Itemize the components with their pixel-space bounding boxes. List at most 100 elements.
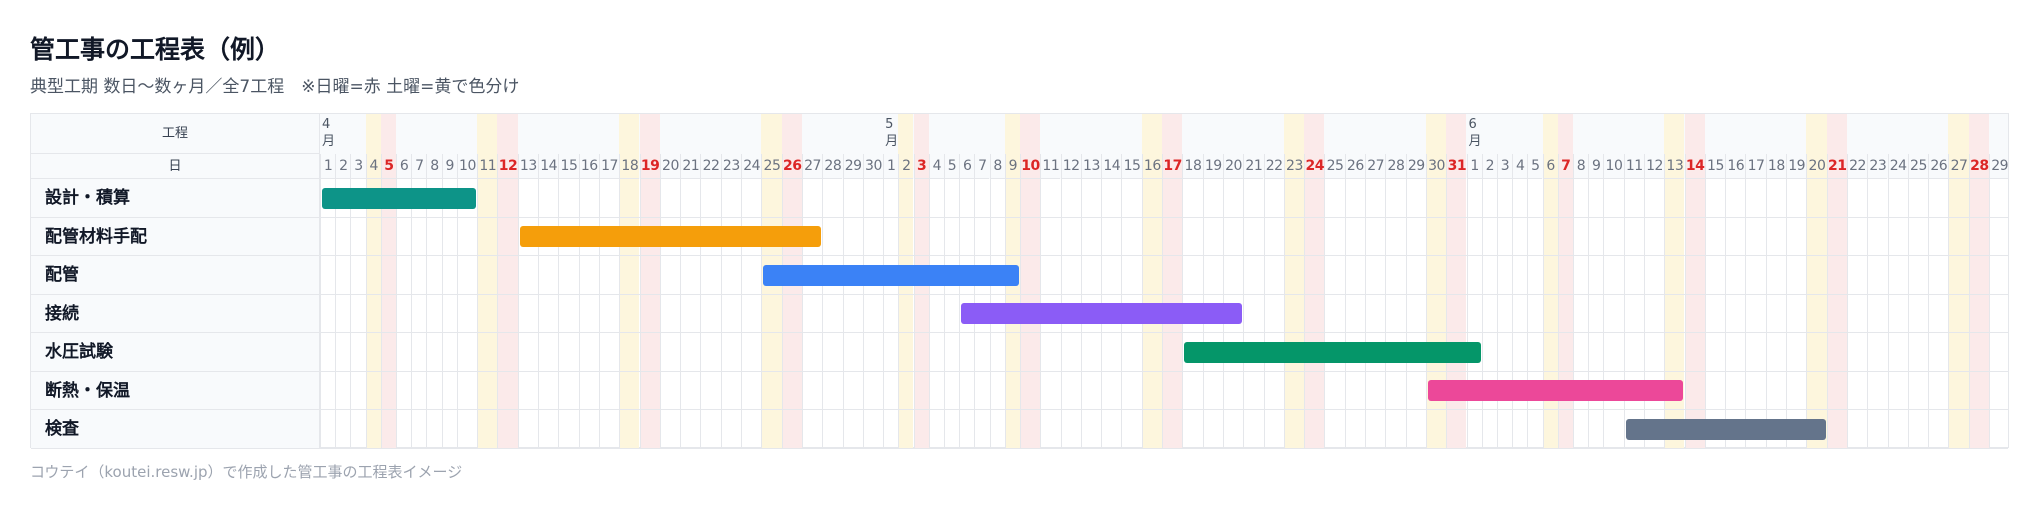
weekend-header <box>1004 114 1020 179</box>
task-bar <box>519 226 822 247</box>
day-label: 19 <box>639 154 660 179</box>
day-label: 22 <box>700 154 721 179</box>
subtitle: 典型工期 数日〜数ヶ月／全7工程 ※日曜=赤 土曜=黄で色分け <box>30 77 520 97</box>
day-column <box>1684 179 1705 449</box>
day-label: 21 <box>1826 154 1847 179</box>
day-label: 25 <box>1907 154 1929 179</box>
day-label: 22 <box>1846 154 1868 179</box>
day-column <box>1283 179 1305 449</box>
day-column <box>680 179 700 449</box>
weekend-header <box>898 114 914 179</box>
day-column <box>1324 179 1344 449</box>
day-column <box>441 179 457 449</box>
day-label: 29 <box>1405 154 1426 179</box>
day-label: 13 <box>517 154 538 179</box>
day-label: 13 <box>1080 154 1102 179</box>
day-column <box>1968 179 1989 449</box>
day-column <box>335 179 350 449</box>
day-column <box>720 179 741 449</box>
day-column <box>1725 179 1745 449</box>
day-column <box>517 179 538 449</box>
day-column <box>320 179 335 449</box>
day-column <box>1304 179 1325 449</box>
weekend-header <box>1283 114 1305 179</box>
day-label: 10 <box>1603 154 1624 179</box>
day-label: 20 <box>1222 154 1244 179</box>
day-label: 4 <box>1512 154 1528 179</box>
weekend-header <box>1826 114 1847 179</box>
day-column <box>1745 179 1765 449</box>
day-label: 17 <box>1745 154 1766 179</box>
day-column <box>1243 179 1263 449</box>
row-line <box>31 256 2008 295</box>
row-line <box>31 295 2008 333</box>
row-line <box>31 179 2008 218</box>
day-label: 9 <box>1588 154 1604 179</box>
day-label: 19 <box>1202 154 1223 179</box>
day-label: 30 <box>862 154 884 179</box>
day-column <box>1481 179 1497 449</box>
day-label: 28 <box>1385 154 1406 179</box>
day-label: 26 <box>1344 154 1365 179</box>
day-label: 4 <box>928 154 944 179</box>
day-column <box>1496 179 1512 449</box>
day-column <box>1704 179 1725 449</box>
weekend-header <box>1019 114 1041 179</box>
day-label: 7 <box>974 154 990 179</box>
day-label: 27 <box>1365 154 1386 179</box>
day-label: 24 <box>741 154 762 179</box>
day-column <box>1867 179 1887 449</box>
day-label: 15 <box>1704 154 1726 179</box>
day-label: 14 <box>1684 154 1705 179</box>
weekend-header <box>1968 114 1989 179</box>
day-label: 21 <box>680 154 701 179</box>
day-label: 1 <box>883 154 899 179</box>
weekend-header <box>380 114 396 179</box>
day-column <box>801 179 822 449</box>
task-name: 設計・積算 <box>31 179 320 218</box>
day-header: 日 <box>31 154 320 179</box>
day-label: 3 <box>1496 154 1513 179</box>
day-label: 20 <box>659 154 681 179</box>
day-label: 15 <box>558 154 579 179</box>
day-column <box>883 179 898 449</box>
day-label: 29 <box>842 154 863 179</box>
task-header: 工程 <box>31 114 320 154</box>
row-line <box>31 372 2008 410</box>
day-label: 2 <box>898 154 914 179</box>
weekend-header <box>1304 114 1325 179</box>
task-name: 配管材料手配 <box>31 217 320 256</box>
weekend-header <box>913 114 929 179</box>
weekend-header <box>497 114 518 179</box>
day-column <box>456 179 477 449</box>
weekend-header <box>1162 114 1183 179</box>
day-label: 21 <box>1243 154 1264 179</box>
day-column <box>928 179 944 449</box>
day-column <box>1826 179 1847 449</box>
day-label: 6 <box>959 154 975 179</box>
day-column <box>700 179 720 449</box>
month-label: 4 <box>322 117 331 132</box>
day-label: 27 <box>801 154 823 179</box>
task-bar <box>763 264 1019 286</box>
day-column <box>741 179 761 449</box>
day-column <box>538 179 558 449</box>
day-column <box>411 179 426 449</box>
day-label: 28 <box>1968 154 1989 179</box>
day-column <box>1263 179 1284 449</box>
day-label: 16 <box>1725 154 1746 179</box>
day-label: 2 <box>335 154 351 179</box>
day-column <box>959 179 974 449</box>
day-label: 15 <box>1121 154 1142 179</box>
day-label: 5 <box>943 154 960 179</box>
task-bar <box>1184 341 1481 363</box>
day-label: 23 <box>720 154 741 179</box>
weekend-header <box>1446 114 1467 179</box>
task-bar <box>322 187 477 209</box>
day-column <box>913 179 929 449</box>
weekend-header <box>761 114 782 179</box>
day-label: 9 <box>1004 154 1020 179</box>
day-label: 16 <box>578 154 599 179</box>
day-column <box>1846 179 1867 449</box>
